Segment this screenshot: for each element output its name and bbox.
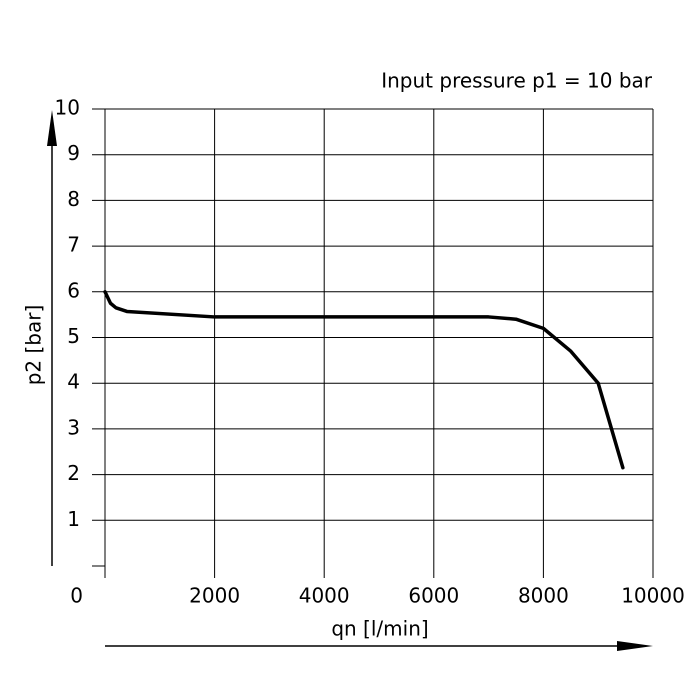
annotation: Input pressure p1 = 10 bar [381,69,653,93]
line [103,290,625,470]
x-tick-label: 2000 [189,584,240,608]
y-tick-label: 2 [67,461,80,485]
x-tick-label: 8000 [518,584,569,608]
y-axis-label: p2 [bar] [22,305,46,386]
y-tick-label: 1 [67,507,80,531]
y-tick-label: 3 [67,415,80,439]
y-arrow-head [47,110,57,146]
x-tick-label: 10000 [621,584,685,608]
x-tick-label: 0 [70,584,83,608]
y-tick-label: 8 [67,187,80,211]
y-tick-label: 9 [67,141,80,165]
y-tick-label: 5 [67,324,80,348]
x-tick-label: 6000 [408,584,459,608]
x-arrow-head [617,641,653,651]
y-tick-label: 10 [55,96,80,120]
y-tick-label: 6 [67,278,80,302]
x-tick-label: 4000 [299,584,350,608]
y-tick-label: 4 [67,370,80,394]
y-tick-label: 7 [67,233,80,257]
x-axis-label: qn [l/min] [331,617,428,641]
